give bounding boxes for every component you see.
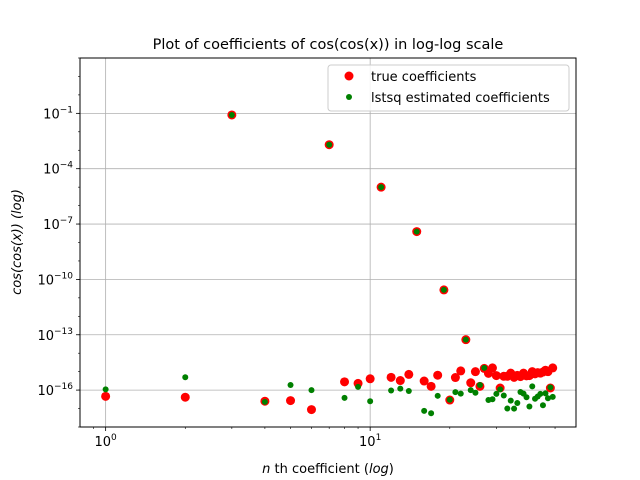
y-tick-label: 10−13 [37,327,73,344]
lstsq-coefficient-point [481,364,488,371]
legend-label-true: true coefficients [371,70,477,85]
lstsq-coefficient-point [500,392,507,399]
lstsq-coefficient-point [511,405,518,412]
grid-lines [80,58,576,427]
legend-marker-lstsq [346,94,352,100]
lstsq-coefficient-point [428,410,435,417]
true-coefficient-point [426,381,436,391]
true-coefficient-point [101,391,111,401]
lstsq-coefficient-point [367,398,374,405]
y-tick-label: 10−10 [37,271,73,288]
y-tick-label: 10−16 [37,382,73,399]
chart-title: Plot of coefficients of cos(cos(x)) in l… [153,37,504,53]
lstsq-coefficient-point [326,141,333,148]
lstsq-coefficient-point [261,398,268,405]
data-points [101,110,558,417]
lstsq-coefficient-point [539,402,546,409]
lstsq-coefficient-point [514,399,521,406]
lstsq-coefficient-point [413,228,420,235]
lstsq-coefficient-point [476,381,483,388]
tick-marks: 100 101 10−16 10−13 10−10 10−7 10−4 10−1 [37,57,556,450]
lstsq-coefficient-point [457,390,464,397]
lstsq-coefficient-point [472,389,479,396]
lstsq-coefficient-point [440,286,447,293]
x-tick-label: 101 [359,433,381,450]
lstsq-coefficient-point [434,392,441,399]
true-coefficient-point [456,366,466,376]
lstsq-coefficient-point [542,390,549,397]
y-tick-label: 10−4 [43,161,73,178]
lstsq-coefficient-point [504,405,511,412]
lstsq-coefficient-point [526,403,533,410]
true-coefficient-point [466,378,476,388]
lstsq-coefficient-point [405,387,412,394]
lstsq-coefficient-point [523,394,530,401]
true-coefficient-point [419,376,429,386]
y-tick-label: 10−7 [43,216,73,233]
lstsq-coefficient-point [182,374,189,381]
legend: true coefficients lstsq estimated coeffi… [327,64,570,112]
true-coefficient-point [470,367,480,377]
lstsq-coefficient-point [462,336,469,343]
y-axis-label: cos(cos(x)) (log) [10,189,25,295]
lstsq-coefficient-point [452,389,459,396]
x-tick-label: 100 [94,433,117,450]
lstsq-coefficient-point [537,390,544,397]
true-coefficient-point [386,372,396,382]
lstsq-coefficient-point [388,387,395,394]
true-coefficient-point [395,376,405,386]
true-coefficient-point [306,405,316,415]
lstsq-coefficient-point [308,387,315,394]
true-coefficient-point [450,373,460,383]
lstsq-coefficient-point [102,386,109,393]
true-coefficient-point [404,369,414,379]
true-coefficient-point [548,363,558,373]
legend-marker-true [344,71,354,81]
true-coefficient-point [491,371,501,381]
true-coefficient-point [286,396,296,406]
lstsq-coefficient-point [378,184,385,191]
lstsq-coefficient-point [529,383,536,390]
lstsq-coefficient-point [341,394,348,401]
lstsq-coefficient-point [446,396,453,403]
legend-label-lstsq: lstsq estimated coefficients [371,91,550,106]
lstsq-coefficient-point [228,111,235,118]
lstsq-coefficient-point [355,383,362,390]
true-coefficient-point [487,363,497,373]
legend-box [327,64,570,112]
lstsq-coefficient-point [287,381,294,388]
lstsq-coefficient-point [421,407,428,414]
true-coefficient-point [433,370,443,380]
true-coefficient-point [180,392,190,402]
lstsq-coefficient-point [397,385,404,392]
y-tick-label: 10−1 [43,105,73,122]
lstsq-coefficient-point [489,396,496,403]
true-coefficient-point [340,377,350,387]
lstsq-coefficient-point [497,386,504,393]
lstsq-coefficient-point [544,395,551,402]
lstsq-coefficient-point [547,384,554,391]
lstsq-coefficient-point [507,397,514,404]
lstsq-coefficient-point [549,393,556,400]
x-axis-label: n th coefficient (log) [262,462,394,477]
true-coefficient-point [365,374,375,384]
lstsq-coefficient-point [467,387,474,394]
lstsq-coefficient-point [493,390,500,397]
